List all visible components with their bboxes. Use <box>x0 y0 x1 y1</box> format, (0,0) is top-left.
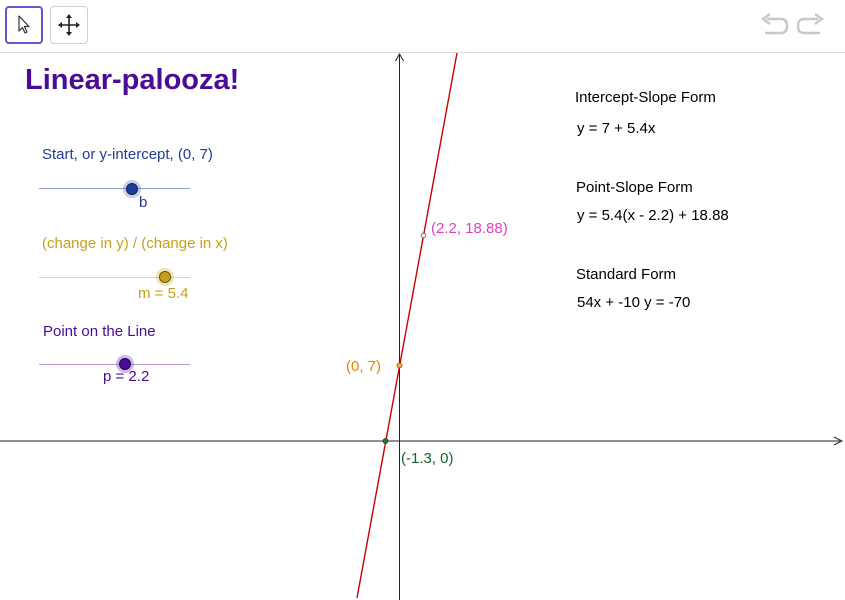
point-slope-equation: y = 5.4(x - 2.2) + 18.88 <box>577 207 729 224</box>
slider-p-label: p = 2.2 <box>103 368 150 385</box>
point-slope-title: Point-Slope Form <box>576 179 693 196</box>
slider-m-caption: (change in y) / (change in x) <box>42 235 228 252</box>
point-x-intercept[interactable] <box>382 438 389 444</box>
redo-button[interactable] <box>795 12 827 40</box>
x-intercept-label: (-1.3, 0) <box>401 450 454 467</box>
slider-p-caption: Point on the Line <box>43 323 156 340</box>
slider-p-track[interactable] <box>39 364 190 365</box>
point-on-line[interactable] <box>420 232 427 239</box>
redo-icon <box>796 13 825 35</box>
graphics-view[interactable] <box>0 53 845 600</box>
point-on-line-label: (2.2, 18.88) <box>431 220 508 237</box>
slider-p-knob[interactable] <box>119 358 131 370</box>
toolbar <box>0 0 845 53</box>
slider-m-track[interactable] <box>39 277 190 278</box>
point-intercept[interactable] <box>396 362 403 369</box>
intercept-slope-equation: y = 7 + 5.4x <box>577 120 656 137</box>
move-arrows-icon <box>58 14 80 36</box>
intercept-slope-title: Intercept-Slope Form <box>575 89 716 106</box>
slider-b-track[interactable] <box>39 188 190 189</box>
slider-m-label: m = 5.4 <box>138 285 189 302</box>
standard-form-title: Standard Form <box>576 266 677 283</box>
standard-form-equation: 54x + -10 y = -70 <box>577 294 691 311</box>
intercept-point-label: (0, 7) <box>346 358 382 375</box>
pointer-arrow-icon <box>18 15 30 34</box>
move-tool-button[interactable] <box>50 6 88 44</box>
select-tool-button[interactable] <box>5 6 43 44</box>
slider-b-caption: Start, or y-intercept, (0, 7) <box>42 146 213 163</box>
linear-function-line[interactable] <box>356 53 458 599</box>
page-title: Linear-palooza! <box>25 64 240 96</box>
undo-button[interactable] <box>758 12 790 40</box>
slider-b-label: b <box>139 194 148 211</box>
y-axis-arrow <box>395 53 404 62</box>
undo-icon <box>760 13 789 35</box>
slider-m-knob[interactable] <box>159 271 171 283</box>
x-axis-arrow <box>833 436 844 446</box>
slider-b-knob[interactable] <box>126 183 138 195</box>
